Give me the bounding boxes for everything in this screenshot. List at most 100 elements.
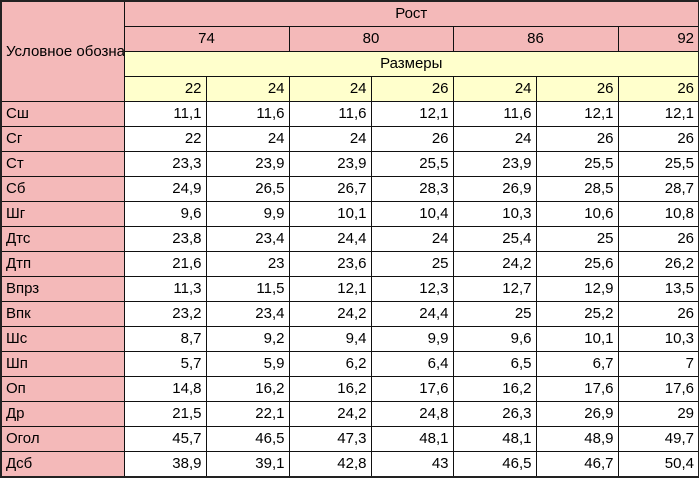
value-cell: 24,4: [288, 226, 372, 252]
value-cell: 23: [205, 251, 290, 277]
value-cell: 5,9: [205, 351, 290, 377]
table-row: Сг 22 24 24 26 24 26 26: [0, 126, 699, 152]
value-cell: 7: [617, 351, 699, 377]
table-row: Оп 14,8 16,2 16,2 17,6 16,2 17,6 17,6: [0, 376, 699, 402]
table-row: Шс 8,7 9,2 9,4 9,9 9,6 10,1 10,3: [0, 326, 699, 352]
value-cell: 16,2: [205, 376, 290, 402]
label-column-header: Условное обозначение: [0, 0, 125, 102]
value-cell: 6,2: [288, 351, 372, 377]
value-cell: 46,7: [535, 451, 619, 478]
value-cell: 50,4: [617, 451, 699, 478]
value-cell: 6,7: [535, 351, 619, 377]
value-cell: 12,3: [370, 276, 454, 302]
value-cell: 12,1: [617, 101, 699, 127]
table-row: Огол 45,7 46,5 47,3 48,1 48,1 48,9 49,7: [0, 426, 699, 452]
value-cell: 26: [617, 301, 699, 327]
sizes-title: Размеры: [123, 51, 699, 77]
value-cell: 39,1: [205, 451, 290, 478]
value-cell: 21,5: [123, 401, 207, 427]
value-cell: 48,1: [370, 426, 454, 452]
value-cell: 48,9: [535, 426, 619, 452]
row-label: Впк: [0, 301, 125, 327]
value-cell: 25,5: [617, 151, 699, 177]
value-cell: 12,7: [452, 276, 537, 302]
value-cell: 26: [370, 126, 454, 152]
value-cell: 46,5: [452, 451, 537, 478]
size-cell: 26: [617, 76, 699, 102]
table-row: Дтп 21,6 23 23,6 25 24,2 25,6 26,2: [0, 251, 699, 277]
height-cell: 74: [123, 26, 290, 52]
value-cell: 24: [452, 126, 537, 152]
value-cell: 10,1: [535, 326, 619, 352]
size-cell: 26: [370, 76, 454, 102]
value-cell: 11,6: [205, 101, 290, 127]
table-row: Др 21,5 22,1 24,2 24,8 26,3 26,9 29: [0, 401, 699, 427]
table-row: Ст 23,3 23,9 23,9 25,5 23,9 25,5 25,5: [0, 151, 699, 177]
value-cell: 24,9: [123, 176, 207, 202]
header-row-heights: 74 80 86 92: [1, 26, 699, 52]
value-cell: 47,3: [288, 426, 372, 452]
height-cell: 80: [288, 26, 454, 52]
value-cell: 9,9: [205, 201, 290, 227]
value-cell: 23,2: [123, 301, 207, 327]
value-cell: 26,3: [452, 401, 537, 427]
row-label: Оп: [0, 376, 125, 402]
row-label: Дсб: [0, 451, 125, 478]
value-cell: 46,5: [205, 426, 290, 452]
row-label: Ст: [0, 151, 125, 177]
value-cell: 11,6: [452, 101, 537, 127]
value-cell: 11,1: [123, 101, 207, 127]
value-cell: 17,6: [617, 376, 699, 402]
value-cell: 23,9: [452, 151, 537, 177]
value-cell: 23,3: [123, 151, 207, 177]
height-cell: 86: [452, 26, 619, 52]
row-label: Др: [0, 401, 125, 427]
row-label: Сб: [0, 176, 125, 202]
value-cell: 23,4: [205, 301, 290, 327]
table-row: Сш 11,1 11,6 11,6 12,1 11,6 12,1 12,1: [0, 101, 699, 127]
value-cell: 24,4: [370, 301, 454, 327]
value-cell: 26: [617, 126, 699, 152]
value-cell: 24,2: [288, 301, 372, 327]
header-row-height-title: Условное обозначение Рост: [0, 0, 699, 102]
size-cell: 24: [288, 76, 372, 102]
table-row: Шг 9,6 9,9 10,1 10,4 10,3 10,6 10,8: [0, 201, 699, 227]
value-cell: 5,7: [123, 351, 207, 377]
value-cell: 24,2: [452, 251, 537, 277]
value-cell: 14,8: [123, 376, 207, 402]
value-cell: 10,6: [535, 201, 619, 227]
value-cell: 12,1: [370, 101, 454, 127]
size-cell: 22: [123, 76, 207, 102]
value-cell: 23,8: [123, 226, 207, 252]
value-cell: 25,2: [535, 301, 619, 327]
value-cell: 16,2: [288, 376, 372, 402]
row-label: Шп: [0, 351, 125, 377]
table-row: Впрз 11,3 11,5 12,1 12,3 12,7 12,9 13,5: [0, 276, 699, 302]
value-cell: 22,1: [205, 401, 290, 427]
size-cell: 24: [452, 76, 537, 102]
value-cell: 10,3: [617, 326, 699, 352]
value-cell: 26,9: [535, 401, 619, 427]
row-label: Дтп: [0, 251, 125, 277]
row-label: Сш: [0, 101, 125, 127]
value-cell: 10,1: [288, 201, 372, 227]
value-cell: 17,6: [370, 376, 454, 402]
value-cell: 11,6: [288, 101, 372, 127]
value-cell: 26,5: [205, 176, 290, 202]
value-cell: 48,1: [452, 426, 537, 452]
value-cell: 24,2: [288, 401, 372, 427]
value-cell: 23,4: [205, 226, 290, 252]
value-cell: 6,4: [370, 351, 454, 377]
value-cell: 23,9: [288, 151, 372, 177]
table-row: Шп 5,7 5,9 6,2 6,4 6,5 6,7 7: [0, 351, 699, 377]
value-cell: 25: [370, 251, 454, 277]
value-cell: 9,9: [370, 326, 454, 352]
value-cell: 10,3: [452, 201, 537, 227]
value-cell: 26,2: [617, 251, 699, 277]
row-label: Дтс: [0, 226, 125, 252]
value-cell: 12,1: [535, 101, 619, 127]
height-cell: 92: [617, 26, 699, 52]
value-cell: 45,7: [123, 426, 207, 452]
value-cell: 25,6: [535, 251, 619, 277]
value-cell: 26: [535, 126, 619, 152]
